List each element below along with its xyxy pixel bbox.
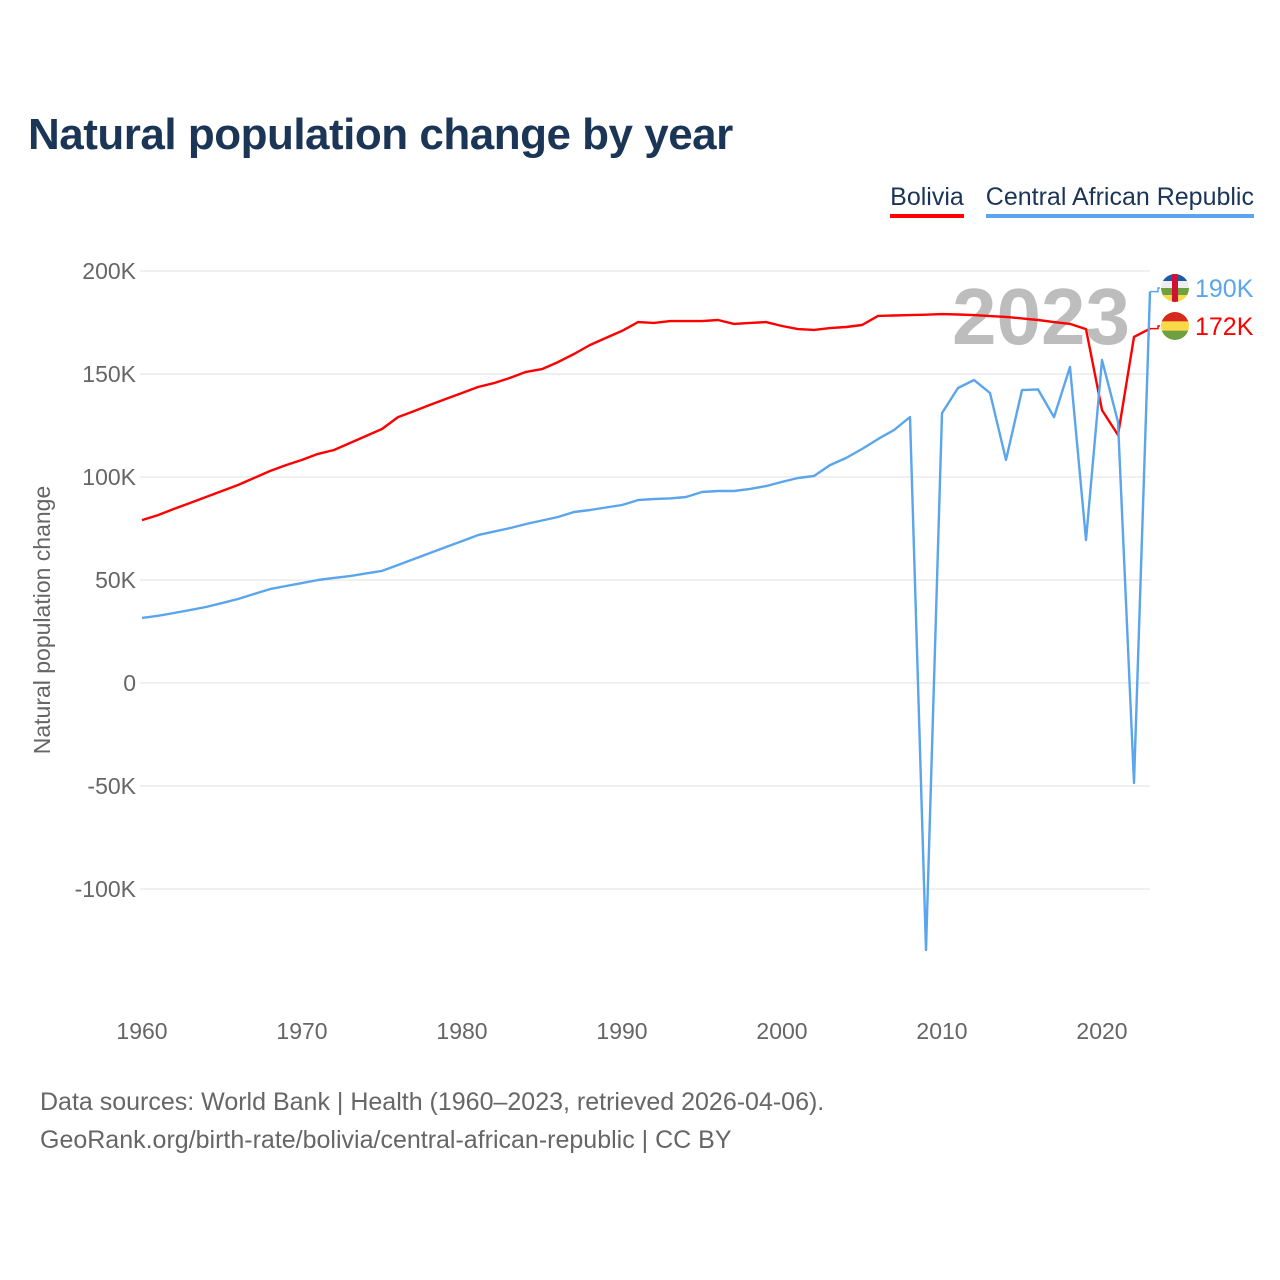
y-tick-label: -50K [87,773,136,799]
end-connector [1150,287,1160,293]
bolivia-flag-icon [1161,312,1189,340]
legend: Bolivia Central African Republic [890,183,1254,218]
y-tick-label: 200K [82,258,136,284]
legend-item-bolivia[interactable]: Bolivia [890,183,964,218]
y-tick-label: -100K [75,876,137,902]
end-value-label: 190K [1195,275,1254,303]
legend-item-central-african-republic[interactable]: Central African Republic [985,183,1254,218]
y-tick-label: 0 [123,670,136,696]
y-tick-label: 100K [82,464,136,490]
chart-title: Natural population change by year [28,110,733,159]
x-tick-label: 1960 [116,1018,167,1044]
car-flag-icon [1161,274,1189,302]
x-tick-label: 2020 [1076,1018,1127,1044]
y-tick-label: 150K [82,361,136,387]
x-tick-label: 2010 [916,1018,967,1044]
footer-sources: Data sources: World Bank | Health (1960–… [40,1088,825,1116]
end-value-label: 172K [1195,313,1254,341]
end-connector [1150,325,1160,330]
footer-link[interactable]: GeoRank.org/birth-rate/bolivia/central-a… [40,1126,732,1154]
series-line-central-african-republic [141,291,1152,952]
x-tick-label: 1970 [276,1018,327,1044]
x-tick-label: 1990 [596,1018,647,1044]
series-line-bolivia [141,312,1151,522]
x-tick-label: 1980 [436,1018,487,1044]
y-axis-label: Natural population change [29,486,55,755]
y-tick-label: 50K [95,567,137,593]
x-tick-label: 2000 [756,1018,807,1044]
